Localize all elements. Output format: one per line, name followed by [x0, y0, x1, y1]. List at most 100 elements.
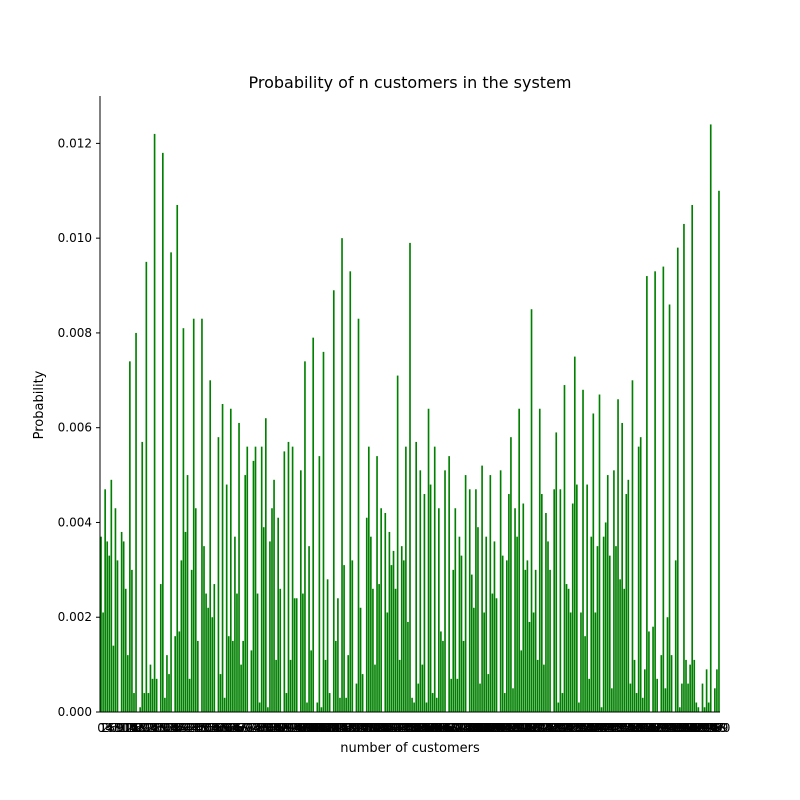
- x-tick-label: 106: [308, 721, 331, 735]
- x-tick-label: 90: [279, 721, 294, 735]
- x-tick-label: 31: [157, 721, 172, 735]
- bar: [545, 512, 547, 712]
- bar: [124, 588, 127, 712]
- x-tick-label: 222: [547, 721, 570, 735]
- x-tick-label: 143: [384, 721, 407, 735]
- bar: [592, 413, 595, 712]
- x-tick-label: 119: [335, 721, 358, 735]
- bar: [386, 612, 389, 712]
- bar: [483, 612, 485, 712]
- x-tick-label: 280: [666, 721, 689, 735]
- x-tick-label: 110: [316, 721, 339, 735]
- x-tick-label: 237: [578, 721, 601, 735]
- bar: [114, 508, 117, 712]
- bar: [120, 531, 123, 712]
- bar: [588, 678, 591, 712]
- x-tick-label: 9: [116, 721, 124, 735]
- bar: [594, 612, 597, 712]
- x-tick-label: 47: [190, 721, 205, 735]
- bar: [468, 489, 471, 712]
- bar: [194, 508, 197, 712]
- bar: [633, 659, 636, 712]
- bar: [159, 584, 162, 712]
- bar: [207, 607, 209, 712]
- bar: [339, 697, 341, 712]
- x-tick-label: 229: [561, 721, 584, 735]
- bar: [133, 693, 135, 712]
- bar: [524, 569, 527, 712]
- bar: [522, 503, 525, 712]
- bar: [122, 541, 125, 712]
- x-tick-label: 226: [555, 721, 578, 735]
- x-tick-label: 32: [159, 721, 174, 735]
- x-tick-label: 52: [200, 721, 215, 735]
- x-tick-label: 276: [658, 721, 681, 735]
- bar: [141, 441, 144, 712]
- x-tick-label: 11: [116, 721, 131, 735]
- bar: [260, 446, 263, 712]
- bar: [273, 479, 275, 712]
- x-tick-label: 299: [705, 721, 728, 735]
- bar: [337, 598, 339, 712]
- x-tick-label: 196: [493, 721, 516, 735]
- bar: [536, 659, 539, 712]
- x-tick-label: 15: [124, 721, 139, 735]
- x-tick-label: 34: [163, 721, 178, 735]
- x-tick-label: 87: [273, 721, 288, 735]
- x-tick-label: 20: [135, 721, 150, 735]
- x-tick-label: 185: [471, 721, 494, 735]
- y-tick-label: 0.008: [58, 326, 92, 340]
- x-tick-label: 56: [209, 721, 224, 735]
- bar: [302, 593, 304, 712]
- x-tick-label: 300: [708, 721, 731, 735]
- bar: [312, 337, 315, 712]
- bar: [448, 456, 450, 712]
- bar: [153, 133, 156, 712]
- bar: [188, 678, 191, 712]
- bar: [707, 702, 710, 712]
- bar: [168, 674, 170, 712]
- bar: [209, 380, 212, 712]
- x-tick-label: 83: [264, 721, 279, 735]
- x-tick-label: 92: [283, 721, 298, 735]
- bar: [567, 588, 570, 712]
- x-tick-label: 249: [602, 721, 625, 735]
- bar: [555, 432, 558, 712]
- bar: [576, 484, 578, 712]
- x-tick-label: 118: [333, 721, 356, 735]
- x-tick-label: 103: [302, 721, 325, 735]
- x-tick-label: 66: [229, 721, 244, 735]
- bar: [264, 418, 267, 712]
- x-tick-label: 246: [596, 721, 619, 735]
- bar: [398, 659, 401, 712]
- x-tick-label: 16: [126, 721, 141, 735]
- bar: [343, 565, 345, 712]
- bar: [285, 693, 288, 712]
- bar: [219, 674, 222, 712]
- x-tick-label: 138: [374, 721, 397, 735]
- bar: [293, 598, 296, 712]
- bar: [481, 465, 483, 712]
- x-axis-label: number of customers: [340, 741, 480, 756]
- bar: [703, 707, 706, 712]
- bar: [709, 124, 712, 712]
- x-tick-label: 98: [295, 721, 310, 735]
- x-tick-label: 236: [576, 721, 599, 735]
- bar: [429, 484, 432, 712]
- bar: [318, 456, 321, 712]
- bar: [205, 593, 207, 712]
- bar: [279, 588, 282, 712]
- bar: [646, 276, 648, 712]
- x-tick-label: 221: [545, 721, 568, 735]
- bar: [438, 508, 440, 712]
- bar: [450, 678, 453, 712]
- bar: [267, 707, 269, 712]
- x-tick-label: 129: [355, 721, 378, 735]
- x-tick-label: 108: [312, 721, 335, 735]
- x-tick-label: 261: [627, 721, 650, 735]
- x-tick-label: 201: [504, 721, 527, 735]
- bar: [485, 536, 488, 712]
- bar: [283, 451, 286, 712]
- bar: [528, 621, 531, 712]
- x-tick-label: 250: [605, 721, 628, 735]
